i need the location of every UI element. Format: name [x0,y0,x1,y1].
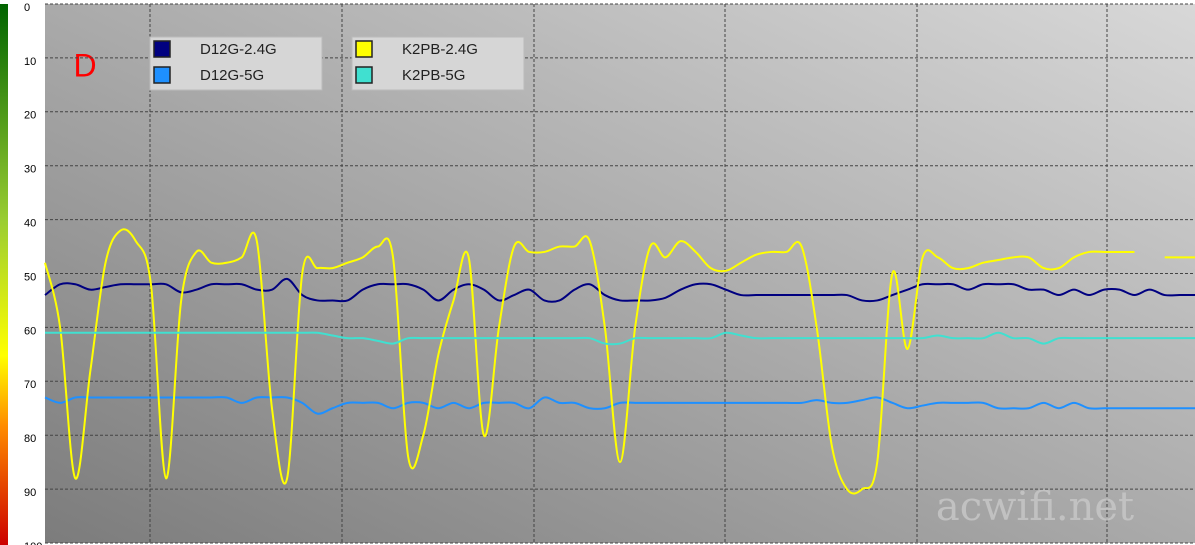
watermark: acwifi.net [936,484,1134,530]
legend-label: K2PB-2.4G [402,41,478,58]
y-tick-label: 40 [24,218,36,230]
y-tick-label: 60 [24,325,36,337]
chart-title: D [73,47,96,83]
legend-label: K2PB-5G [402,67,465,84]
legend-label: D12G-5G [200,67,264,84]
series-line [44,396,1195,415]
y-tick-label: 30 [24,164,36,176]
legend-box [149,36,323,91]
y-tick-label: 90 [24,487,36,499]
y-tick-label: 10 [24,56,36,68]
series-line [45,331,1195,346]
legend-swatch [153,66,171,84]
series-line [44,277,1195,303]
y-tick-label: 100 [24,541,42,545]
signal-scale [0,4,8,545]
y-tick-label: 20 [24,110,36,122]
legend-label: D12G-2.4G [200,41,277,58]
y-tick-label: 50 [24,271,36,283]
legend-swatch [153,40,171,58]
legend-swatch [355,66,373,84]
legend-swatch [355,40,373,58]
legend-box [351,36,525,91]
series-line [44,228,1195,495]
y-tick-label: 80 [24,433,36,445]
y-tick-label: 70 [24,379,36,391]
y-tick-label: 0 [24,2,30,14]
